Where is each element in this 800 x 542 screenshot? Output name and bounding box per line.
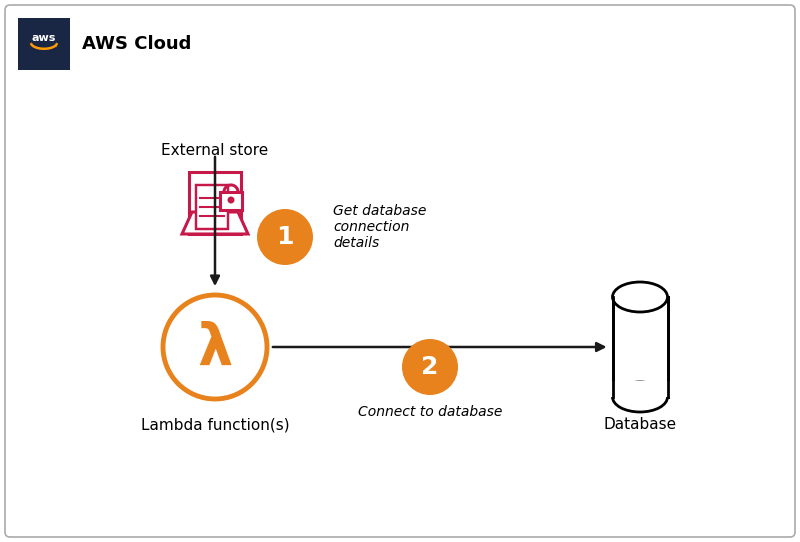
Circle shape [163, 295, 267, 399]
Text: External store: External store [162, 143, 269, 158]
Ellipse shape [613, 382, 667, 412]
Text: aws: aws [32, 33, 56, 43]
Circle shape [402, 339, 458, 395]
Text: Lambda function(s): Lambda function(s) [141, 417, 290, 432]
Text: Get database
connection
details: Get database connection details [333, 204, 426, 250]
Bar [610, 381, 670, 397]
Circle shape [257, 209, 313, 265]
Text: λ: λ [198, 322, 233, 376]
Bar [220, 192, 242, 210]
Polygon shape [182, 212, 248, 234]
Ellipse shape [613, 282, 667, 312]
Bar [196, 185, 228, 229]
Bar [189, 172, 241, 234]
Text: AWS Cloud: AWS Cloud [82, 35, 191, 53]
Text: Database: Database [603, 417, 677, 432]
FancyBboxPatch shape [5, 5, 795, 537]
Text: 2: 2 [422, 355, 438, 379]
Bar [613, 297, 667, 397]
Text: Connect to database: Connect to database [358, 405, 502, 419]
Text: 1: 1 [276, 225, 294, 249]
Bar [18, 18, 70, 70]
Circle shape [227, 197, 234, 203]
